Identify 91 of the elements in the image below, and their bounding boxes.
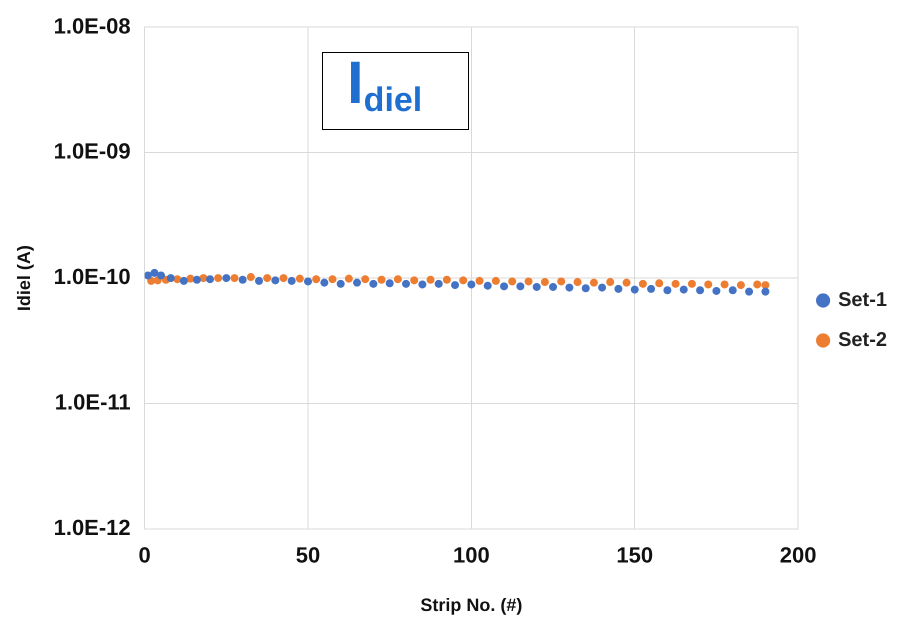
point (459, 276, 468, 284)
point (574, 278, 582, 286)
point (271, 276, 280, 284)
point (672, 280, 680, 288)
point (704, 280, 712, 288)
y-tick-label: 1.0E-10 (54, 264, 131, 290)
x-tick-label: 50 (296, 542, 320, 568)
point (361, 275, 370, 284)
point (442, 276, 451, 284)
point (647, 284, 656, 293)
point (402, 280, 410, 288)
point (304, 277, 312, 286)
point (192, 276, 201, 284)
point (565, 284, 574, 292)
point (761, 288, 770, 296)
point (467, 280, 476, 288)
point (638, 280, 647, 288)
point (582, 284, 590, 292)
point (222, 274, 230, 282)
point (484, 282, 492, 290)
point (320, 278, 328, 287)
point (263, 274, 272, 282)
point (745, 288, 754, 296)
y-axis-title: Idiel (A) (14, 245, 34, 312)
point (434, 280, 443, 288)
point (214, 274, 222, 282)
point (344, 274, 353, 283)
point (369, 280, 378, 288)
y-tick-label: 1.0E-12 (54, 515, 131, 540)
point (696, 286, 704, 294)
point (655, 279, 664, 288)
point (206, 275, 214, 284)
point (532, 282, 541, 291)
y-tick-label: 1.0E-08 (54, 13, 131, 38)
point (166, 274, 175, 282)
legend-label: Set-2 (838, 329, 887, 352)
x-axis-title: Strip No. (#) (420, 595, 522, 616)
point (280, 274, 288, 282)
point (492, 276, 500, 285)
point (238, 276, 247, 284)
point (378, 276, 386, 284)
point (622, 278, 631, 287)
point (736, 281, 745, 290)
annotation: I$_{diel}$ (322, 49, 470, 130)
point (500, 282, 508, 290)
point (418, 280, 426, 288)
x-tick-label: 150 (616, 542, 654, 568)
point (663, 286, 672, 294)
point (516, 282, 524, 290)
legend-label: Set-1 (838, 289, 887, 312)
point (353, 278, 362, 287)
point (426, 276, 435, 284)
point (180, 276, 188, 285)
point (614, 284, 622, 293)
point (590, 278, 598, 287)
point (246, 273, 255, 282)
point (606, 278, 614, 286)
point (680, 286, 688, 294)
x-tick-label: 200 (780, 542, 816, 568)
point (386, 279, 394, 288)
point (336, 280, 345, 288)
point (476, 276, 484, 285)
point (288, 276, 296, 285)
point (296, 274, 304, 283)
point (688, 280, 696, 288)
point (312, 275, 320, 284)
point (753, 280, 762, 288)
point (144, 271, 152, 280)
point (255, 276, 264, 285)
point (451, 281, 460, 290)
point (557, 277, 566, 286)
point (720, 280, 729, 288)
point (156, 271, 165, 280)
point (410, 276, 418, 284)
point (328, 275, 337, 284)
x-tick-label: 0 (138, 542, 151, 568)
point (712, 286, 720, 295)
point (524, 277, 533, 286)
point (728, 286, 737, 294)
point (394, 275, 402, 284)
point (540, 278, 549, 286)
point (508, 277, 516, 286)
y-tick-label: 1.0E-11 (54, 390, 131, 415)
point (150, 268, 158, 277)
point (761, 281, 770, 290)
point (230, 274, 238, 282)
y-tick-label: 1.0E-09 (54, 138, 131, 164)
point (598, 284, 606, 292)
x-tick-label: 100 (453, 542, 490, 568)
point (630, 286, 639, 294)
point (549, 282, 558, 291)
